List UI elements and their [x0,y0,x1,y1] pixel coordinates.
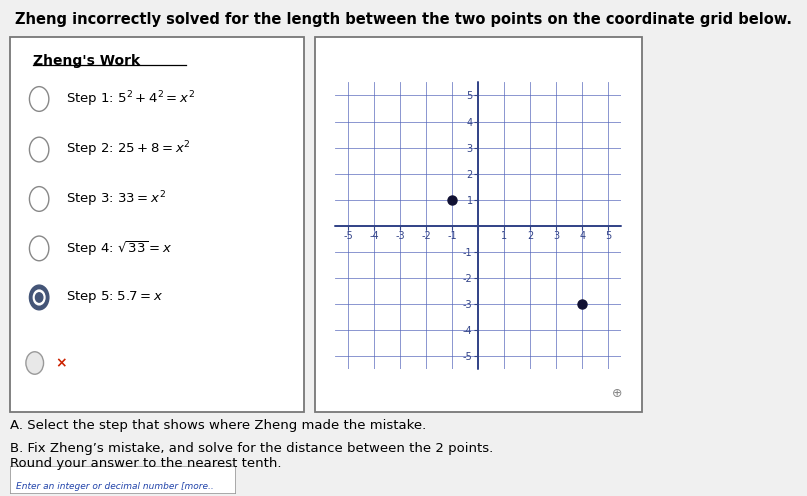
FancyBboxPatch shape [315,37,642,412]
Circle shape [29,236,49,261]
Text: Zheng incorrectly solved for the length between the two points on the coordinate: Zheng incorrectly solved for the length … [15,12,792,27]
Text: ⊕: ⊕ [612,387,622,400]
Text: Step 5: $5.7=x$: Step 5: $5.7=x$ [65,290,163,306]
Text: Step 3: $33=x^2$: Step 3: $33=x^2$ [65,189,165,209]
Text: B. Fix Zheng’s mistake, and solve for the distance between the 2 points.
Round y: B. Fix Zheng’s mistake, and solve for th… [10,442,493,470]
Circle shape [36,293,43,302]
Circle shape [26,352,44,374]
FancyBboxPatch shape [10,37,304,412]
Circle shape [33,290,45,305]
Text: ×: × [56,356,67,370]
Circle shape [29,87,49,111]
Text: A. Select the step that shows where Zheng made the mistake.: A. Select the step that shows where Zhen… [10,419,426,432]
Circle shape [29,186,49,211]
Circle shape [29,285,49,310]
Text: Step 2: $25+8=x^2$: Step 2: $25+8=x^2$ [65,140,190,159]
Text: Step 4: $\sqrt{33}=x$: Step 4: $\sqrt{33}=x$ [65,239,172,258]
Text: Step 1: $5^2+4^2=x^2$: Step 1: $5^2+4^2=x^2$ [65,89,194,109]
Text: Enter an integer or decimal number [more..: Enter an integer or decimal number [more… [16,482,214,492]
Circle shape [29,137,49,162]
Text: Zheng's Work: Zheng's Work [33,54,140,68]
FancyBboxPatch shape [10,466,236,494]
